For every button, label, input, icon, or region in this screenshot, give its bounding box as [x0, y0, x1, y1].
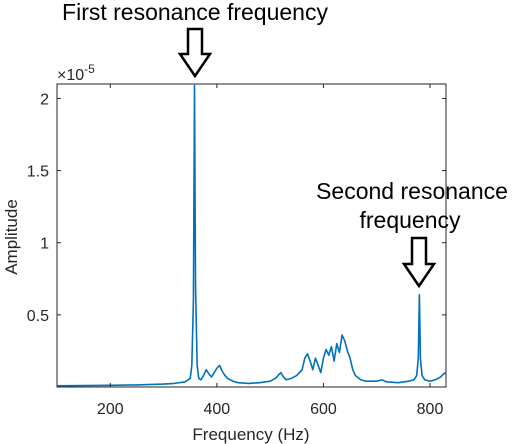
x-axis-label: Frequency (Hz): [192, 425, 309, 444]
x-axis-ticks: 200 400 600 800: [97, 84, 444, 418]
y-tick-label: 1: [40, 236, 49, 253]
axes-box: [56, 83, 447, 388]
y-tick-label: 2: [40, 91, 49, 108]
annotation-first-resonance-arrow: [177, 27, 213, 79]
annotation-second-resonance-arrow: [401, 236, 437, 289]
axes-frame: [56, 83, 447, 388]
x-tick-label: 400: [204, 401, 231, 418]
y-tick-label: 1.5: [27, 164, 49, 181]
x-tick-label: 800: [417, 401, 444, 418]
x-tick-label: 600: [310, 401, 337, 418]
y-axis-exponent-label: ×10-5: [57, 62, 95, 84]
annotation-first-resonance-label: First resonance frequency: [62, 0, 328, 25]
series-line: [56, 84, 447, 387]
annotation-second-resonance-label-line2: frequency: [359, 207, 461, 233]
y-axis-ticks: 0.5 1 1.5 2: [27, 91, 446, 325]
x-tick-label: 200: [97, 401, 124, 418]
y-tick-label: 0.5: [27, 308, 49, 325]
annotation-second-resonance-label-line1: Second resonance: [316, 178, 508, 204]
y-axis-label: Amplitude: [2, 199, 21, 275]
plot-area: [56, 84, 447, 387]
